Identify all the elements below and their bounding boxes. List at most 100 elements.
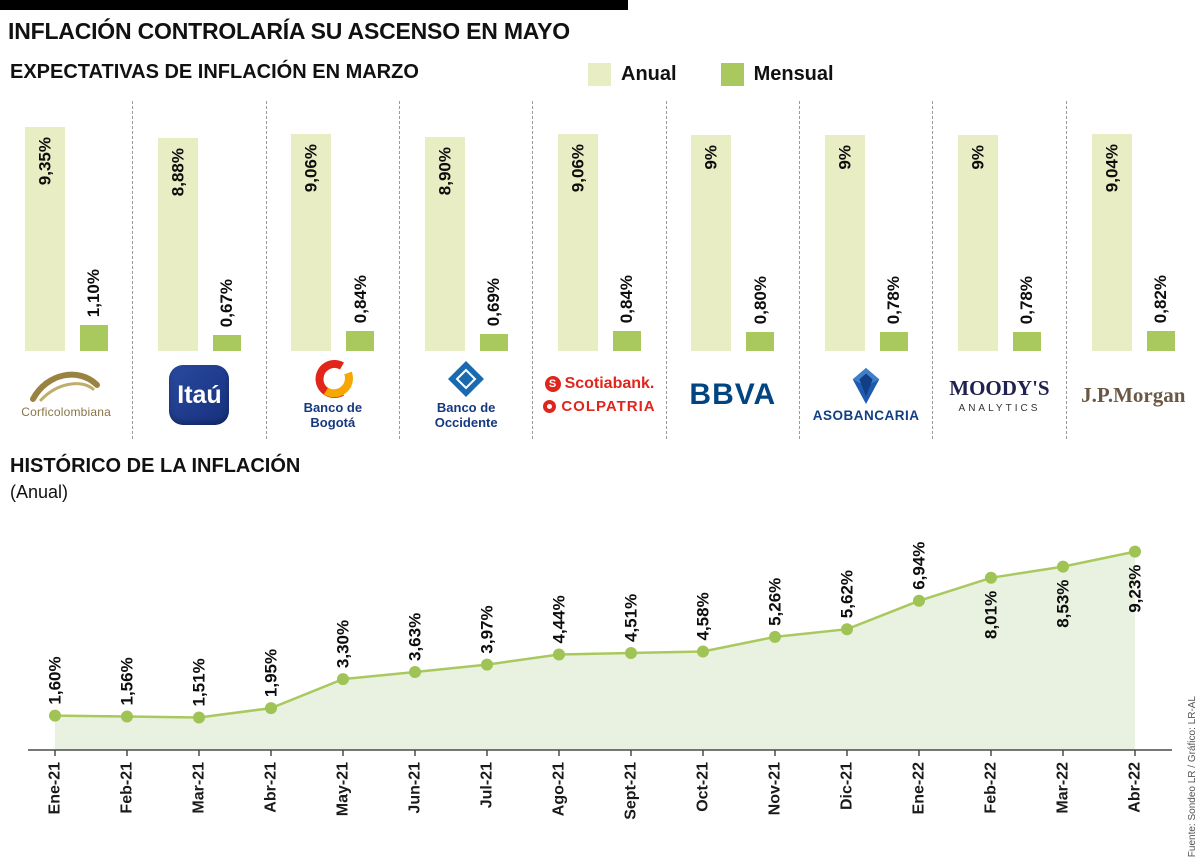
anual-value-label: 9,35% — [35, 137, 55, 186]
logo-scotiabank: S Scotiabank. COLPATRIA — [533, 351, 665, 439]
bar-pair: 9% 0,78% — [800, 101, 932, 351]
anual-value-label: 8,90% — [435, 147, 455, 196]
month-label-Jul-21: Jul-21 — [479, 762, 496, 808]
month-label-Nov-21: Nov-21 — [767, 762, 784, 815]
point-value-label: 5,26% — [766, 578, 785, 626]
banco-de-bogota-wordmark: Banco de Bogotá — [303, 400, 363, 430]
month-label-Abr-22: Abr-22 — [1127, 762, 1144, 813]
point-value-label: 6,94% — [910, 542, 929, 590]
moodys-wordmark: MOODY'S — [949, 376, 1050, 400]
month-label-Mar-21: Mar-21 — [191, 762, 208, 814]
month-label-Ene-22: Ene-22 — [911, 762, 928, 815]
historic-section: HISTÓRICO DE LA INFLACIÓN (Anual) 1,60% 1… — [0, 455, 1200, 840]
data-point-Mar-21 — [193, 711, 205, 724]
logo-bbva: BBVA — [667, 351, 799, 439]
jpmorgan-wordmark: J.P.Morgan — [1081, 382, 1186, 407]
mensual-bar — [1012, 332, 1041, 351]
month-label-Feb-22: Feb-22 — [983, 762, 1000, 814]
logo-bogota: Banco de Bogotá — [267, 351, 399, 439]
banco-de-occidente-icon — [448, 361, 485, 398]
banco-de-occidente-wordmark: Banco de Occidente — [434, 400, 498, 430]
mensual-value-label: 0,84% — [350, 274, 370, 323]
entity-jpmorgan: 9,04% 0,82% J.P.Morgan — [1067, 101, 1200, 439]
point-value-label: 9,23% — [1126, 565, 1145, 613]
entity-corficolombiana: 9,35% 1,10% Corficolombiana — [0, 101, 134, 439]
legend-anual-label: Anual — [621, 63, 677, 85]
historic-chart-svg: 1,60% 1,56% 1,51% 1,95% 3,30% 3,63% 3,97% 4,44%… — [28, 542, 1172, 820]
point-value-label: 4,51% — [622, 594, 641, 642]
page-title: INFLACIÓN CONTROLARÍA SU ASCENSO EN MAYO — [8, 18, 570, 44]
entity-scotiabank: 9,06% 0,84% S Scotiabank. COLPATRIA — [533, 101, 667, 439]
colpatria-icon — [543, 400, 557, 413]
data-point-Ene-21 — [49, 709, 61, 722]
month-label-Jun-21: Jun-21 — [407, 762, 424, 814]
mensual-bar-wrap: 0,67% — [212, 278, 241, 351]
anual-bar: 8,88% — [157, 138, 198, 351]
mensual-value-label: 0,84% — [617, 274, 637, 323]
anual-value-label: 9,04% — [1102, 144, 1122, 193]
mensual-value-label: 0,67% — [217, 278, 237, 327]
month-label-Mar-22: Mar-22 — [1055, 762, 1072, 814]
scotiabank-wordmark: S Scotiabank. — [544, 375, 654, 393]
point-value-label: 3,63% — [406, 613, 425, 661]
mensual-bar — [612, 331, 641, 351]
mensual-bar — [879, 332, 908, 351]
mensual-value-label: 0,69% — [484, 277, 504, 326]
mensual-bar-wrap: 1,10% — [79, 269, 108, 351]
logo-itau: Itaú — [133, 351, 265, 439]
legend-mensual-label: Mensual — [753, 63, 834, 85]
mensual-bar-wrap: 0,84% — [612, 274, 641, 351]
mensual-bar — [1146, 331, 1175, 351]
anual-bar: 9,04% — [1091, 134, 1132, 351]
corficolombiana-wordmark: Corficolombiana — [21, 405, 112, 419]
point-value-label: 8,53% — [1054, 580, 1073, 628]
point-value-label: 3,97% — [478, 605, 497, 653]
anual-value-label: 9% — [968, 145, 988, 170]
month-label-Sept-21: Sept-21 — [623, 762, 640, 820]
data-point-Feb-21 — [121, 710, 133, 723]
historic-subtitle: (Anual) — [10, 482, 69, 502]
bar-pair: 9% 0,80% — [667, 101, 799, 351]
mensual-bar-wrap: 0,69% — [479, 277, 508, 351]
asobancaria-wordmark: ASOBANCARIA — [812, 407, 920, 423]
point-value-label: 1,95% — [262, 649, 281, 697]
area-fill — [55, 551, 1135, 750]
month-label-Ago-21: Ago-21 — [551, 762, 568, 816]
bar-pair: 8,90% 0,69% — [400, 101, 532, 351]
mensual-bar — [79, 325, 108, 351]
data-point-Abr-22 — [1129, 545, 1141, 558]
bar-pair: 9,35% 1,10% — [0, 101, 132, 351]
anual-bar: 9,06% — [291, 134, 332, 351]
anual-value-label: 9,06% — [301, 144, 321, 193]
point-value-label: 1,56% — [118, 657, 137, 705]
data-point-Jul-21 — [481, 658, 493, 671]
point-value-label: 5,62% — [838, 570, 857, 618]
anual-bar: 8,90% — [424, 137, 465, 351]
bar-pair: 9,06% 0,84% — [267, 101, 399, 351]
point-value-label: 1,60% — [46, 656, 65, 704]
expectations-section: EXPECTATIVAS DE INFLACIÓN EN MARZO Anual… — [0, 61, 1200, 439]
legend-anual-swatch — [588, 63, 611, 86]
logo-moodys: MOODY'S ANALYTICS — [933, 351, 1065, 439]
mensual-bar-wrap: 0,78% — [1012, 276, 1041, 351]
point-value-label: 3,30% — [334, 620, 353, 668]
month-label-Oct-21: Oct-21 — [695, 762, 712, 812]
data-point-Feb-22 — [985, 571, 997, 584]
mensual-bar — [746, 332, 775, 351]
corficolombiana-swoosh-icon — [30, 371, 101, 402]
anual-value-label: 9% — [835, 145, 855, 170]
data-point-Ene-22 — [913, 594, 925, 607]
mensual-value-label: 0,78% — [884, 275, 904, 324]
mensual-value-label: 0,82% — [1151, 274, 1171, 323]
point-value-label: 4,44% — [550, 595, 569, 643]
expectations-title: EXPECTATIVAS DE INFLACIÓN EN MARZO — [10, 61, 419, 83]
itau-wordmark: Itaú — [177, 380, 222, 409]
moodys-analytics-wordmark: ANALYTICS — [958, 403, 1041, 414]
data-point-Ago-21 — [553, 648, 565, 661]
mensual-bar-wrap: 0,78% — [879, 275, 908, 351]
data-point-Mar-22 — [1057, 560, 1069, 573]
expectations-bar-chart: 9,35% 1,10% Corficolombiana 8,88% 0,67% Ita… — [0, 101, 1200, 439]
month-label-Dic-21: Dic-21 — [839, 762, 856, 810]
data-point-Dic-21 — [841, 623, 853, 636]
